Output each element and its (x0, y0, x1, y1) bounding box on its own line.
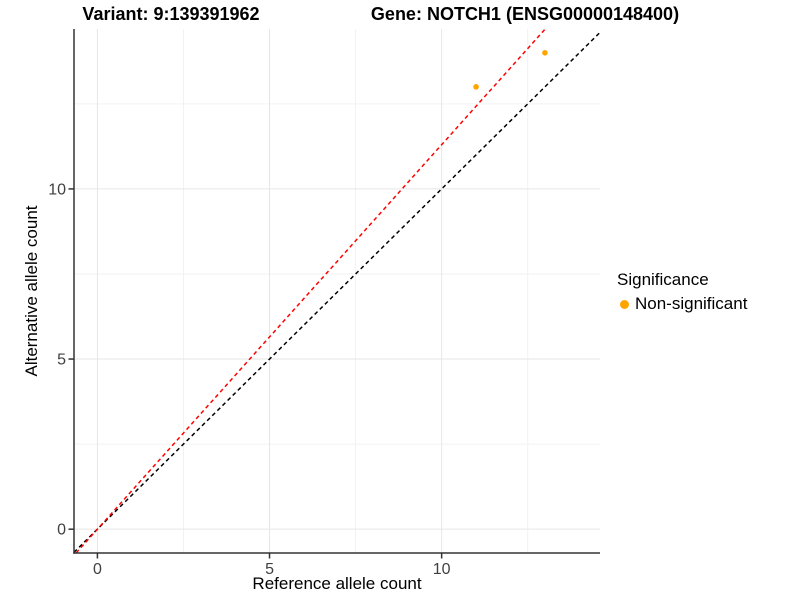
gene-title: Gene: NOTCH1 (ENSG00000148400) (370, 4, 680, 24)
y-tick-label: 5 (57, 352, 66, 369)
variant-title: Variant: 9:139391962 (82, 4, 260, 24)
data-point (542, 50, 548, 56)
x-tick-label: 10 (433, 561, 451, 578)
fitted-line (75, 28, 546, 554)
x-axis-label: Reference allele count (252, 574, 422, 593)
legend-key (616, 296, 633, 313)
x-tick-label: 5 (265, 561, 274, 578)
legend-item-label: Non-significant (635, 294, 748, 313)
y-tick-label: 0 (57, 522, 66, 539)
x-tick-label: 0 (93, 561, 102, 578)
legend: Significance Non-significant (616, 270, 747, 314)
data-point (473, 84, 479, 90)
identity-line (73, 31, 601, 553)
y-axis-label: Alternative allele count (22, 205, 41, 377)
non-significant-point-icon (620, 299, 629, 309)
legend-title: Significance (617, 270, 709, 289)
legend-item-non-significant: Non-significant (616, 294, 747, 314)
y-tick-label: 10 (48, 181, 66, 198)
